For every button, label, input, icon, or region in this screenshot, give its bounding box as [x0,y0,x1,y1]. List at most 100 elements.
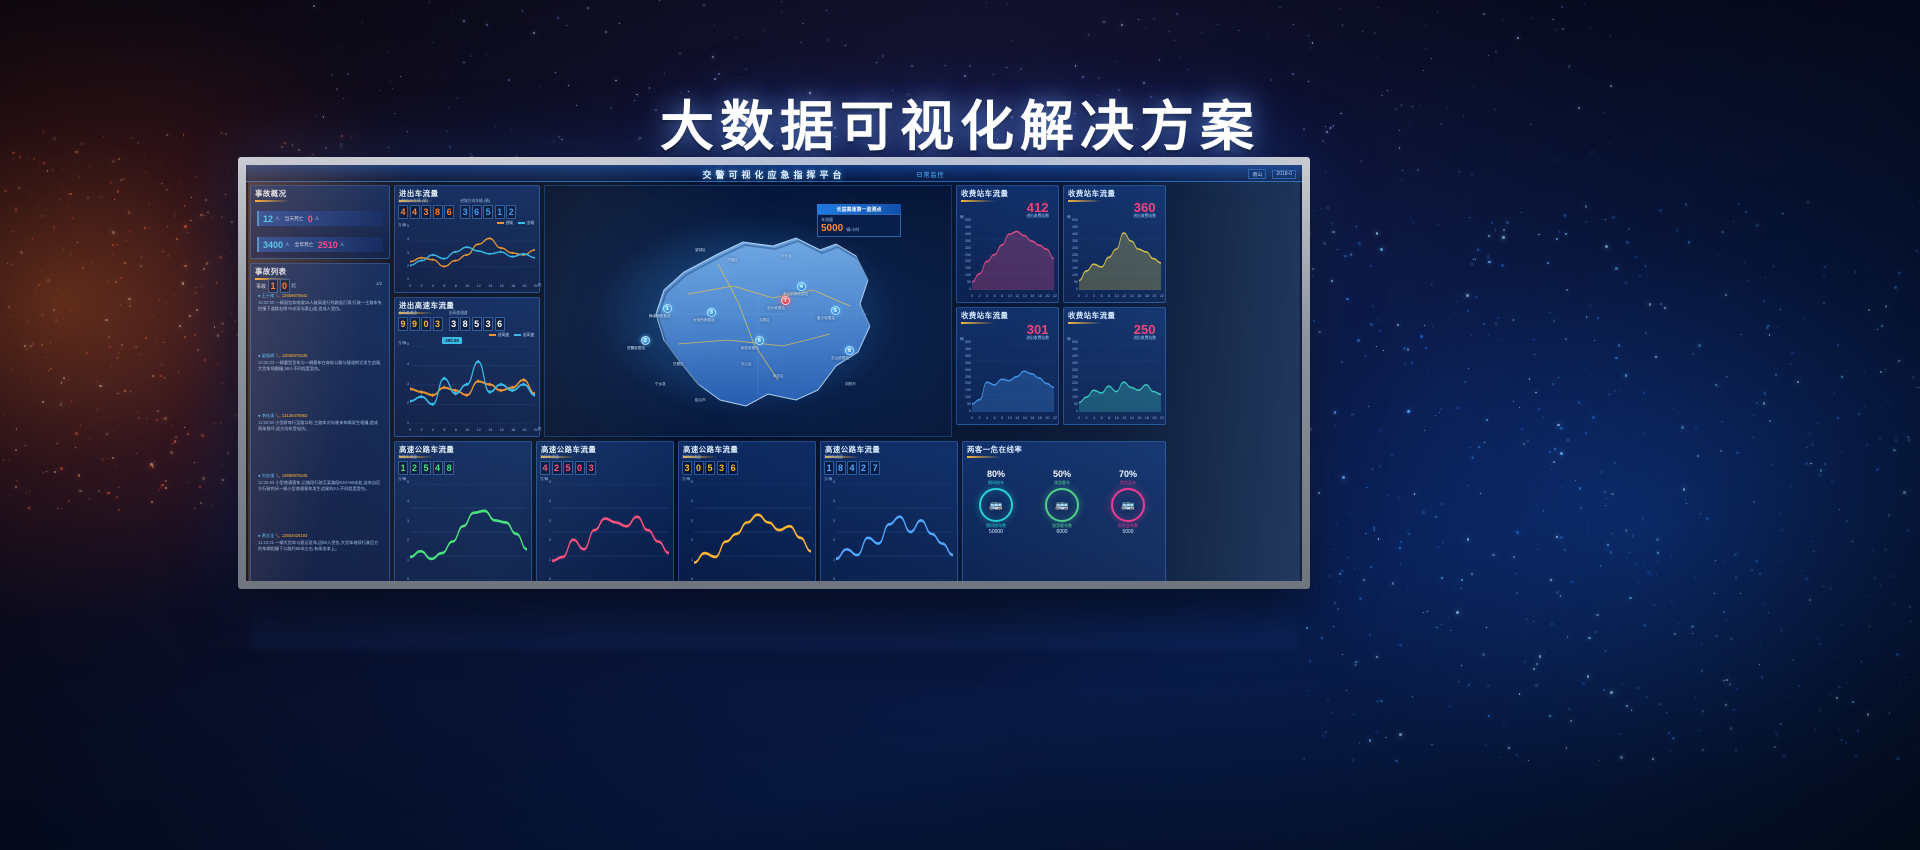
reporter-name: ● 李桂清 [258,413,274,418]
map-poi-5[interactable]: 5 [831,306,840,315]
y-tick: 100 [965,396,971,400]
counter-digit: 3 [586,461,596,475]
counter-digit: 4 [540,461,550,475]
list-pager[interactable]: 1/2 [376,281,382,286]
y-tick: 5 [407,481,409,485]
list-item-body: 15:02:50 一辆面包车南驶15人被高速行到路面打滑,行驶一主路车失控撞下道… [258,300,382,312]
panel-body: 实时车流量 42503 万/辆 012345 02468101214161820… [540,455,670,581]
accident-stat-row: 12 人 当天死亡 0 人 [257,211,383,226]
list-item[interactable]: ● 黄志全 📞 13553426193 11:10:21 一辆大货车与客运班车,… [258,533,382,552]
list-item[interactable]: ● 梁振辉 📞 13046875236 14:25:23 一辆重型货车与一辆客车… [258,353,382,372]
y-tick: 2 [833,539,835,543]
list-item[interactable]: ● 王十南 📞 12659675542 15:02:50 一辆面包车南驶15人被… [258,293,382,312]
incident-text: 一辆大货车与客运班车,因50人受伤,大货车继续行驶后方的车辆相撞下公路约60米左… [258,540,378,551]
list-item[interactable]: ● 李桂清 📞 13126478963 11:50:50 小型轿车行至路口时,主… [258,413,382,432]
counter-label: 出高速通道 [449,311,505,316]
y-tick: 4 [833,500,835,504]
x-tick: 12 [1015,416,1019,420]
x-tick: 22 [1160,294,1164,298]
chart-plot [694,484,811,580]
big-value: 412 [1026,201,1049,214]
particle-field-right [1300,200,1920,760]
header-chip[interactable]: 2018-0 [1272,170,1296,179]
reporter-name: ● 王十南 [258,293,274,298]
gauge-bus: 80% 期间校车 🚌 期间校车数 50000 [974,469,1018,535]
header-status: 南山 2018-0 [1248,169,1296,179]
x-tick: 16 [1137,416,1141,420]
counter-digits: 18427 [824,461,954,475]
x-tick: 12 [477,284,481,288]
x-tick: 14 [1130,294,1134,298]
y-tick: 250 [1072,376,1078,380]
y-tick: 0 [691,578,693,581]
map-poi-4[interactable]: 4 [797,282,806,291]
tooltip-body: 车流量 5000 辆/小时 [817,214,901,237]
map-poi-7[interactable]: 7 [781,296,790,305]
gauge-value: 6000 [1040,529,1084,535]
big-value-label: 进出收费站数 [1026,336,1049,341]
reporter-phone: 13690875245 [282,473,308,478]
panel-online-rate: 两客一危在线率 80% 期间校车 🚌 期间校车数 50000 50% 旅游客车 … [962,441,1166,581]
header-chip[interactable]: 南山 [1248,169,1266,179]
map-poi-3[interactable]: 3 [707,308,716,317]
list-item[interactable]: ● 刘志强 📞 13690875245 12:25:50 小型普通客车,沿路段行… [258,473,382,492]
dashboard-header: 交警可视化应急指挥平台 日常监控 南山 2018-0 [246,165,1302,182]
counter-digit: 8 [460,317,470,331]
map-poi-2[interactable]: 2 [641,336,650,345]
y-tick: 350 [965,362,971,366]
counter-label: 出城方向车辆 (辆) [398,199,454,204]
phone-icon: 📞 [275,413,280,418]
x-tick: 2 [420,428,422,432]
y-axis: 0 50 100 150 200 250 300 350 400 450 500 [960,343,972,412]
panel-title: 高速公路车流量 [825,444,880,455]
x-tick: 2 [1086,294,1088,298]
x-tick: 12 [1015,294,1019,298]
x-tick: 2 [979,294,981,298]
y-tick: 450 [965,226,971,230]
big-value: 301 [1026,323,1049,336]
bus-icon: 🚌 [979,488,1013,522]
accident-count-digits: 10 [268,279,290,293]
list-item-head: ● 王十南 📞 12659675542 [258,293,382,299]
y-tick: 400 [1072,355,1078,359]
x-tick: 18 [1038,294,1042,298]
x-tick: 4 [1093,416,1095,420]
reporter-phone: 13046875236 [282,353,308,358]
panel-accident-list: 事故列表 事故 10 起 1/2 ● 王十南 📞 12659675542 15:… [250,263,390,581]
list-item-head: ● 刘志强 📞 13690875245 [258,473,382,479]
y-tick: 1 [833,559,835,563]
gauge-caption: 期间校车 [974,480,1018,486]
counter-label: 进高速通道 [398,311,443,316]
gauge-value: 50000 [974,529,1018,535]
counter-digit: 1 [268,279,278,293]
counter-digit: 3 [460,205,470,219]
list-item-head: ● 李桂清 📞 13126478963 [258,413,382,419]
map-poi-8[interactable]: 8 [845,346,854,355]
x-axis-unit: 时 [538,283,542,288]
y-axis-label: 万/辆 [824,477,832,482]
y-tick: 350 [1072,362,1078,366]
stat-label: 全年死亡 [295,241,314,248]
map-poi-label: 文山收费站 [831,356,849,361]
incident-time: 15:02:50 [258,300,274,305]
legend-entry: 出高速 [514,333,534,338]
counter-digit: 3 [433,317,443,331]
counter-digit: 6 [472,205,482,219]
tab-daily-monitor[interactable]: 日常监控 [917,170,945,179]
x-tick: 4 [432,428,434,432]
phone-icon: 📞 [275,353,280,358]
x-tick: 14 [1023,294,1027,298]
y-tick: 450 [965,348,971,352]
chart-plot [972,344,1054,412]
x-tick: 16 [500,428,504,432]
map-poi-1[interactable]: 1 [663,304,672,313]
panel-highway-flow-4: 高速公路车流量 实时车流量 18427 万/辆 012345 024681012… [820,441,958,581]
y-tick: 1 [407,278,409,282]
panel-body: 301 进出收费站数 辆 0 50 100 150 200 250 300 350 400 450… [960,321,1055,421]
panel-body: 250 进出收费站数 辆 0 50 100 150 200 250 300 350 400 450… [1067,321,1162,421]
y-axis: 12345 [398,345,410,424]
y-axis: 0 50 100 150 200 250 300 350 400 450 500 [1067,343,1079,412]
x-tick: 10 [465,284,469,288]
panel-title: 进出高速车流量 [399,300,454,311]
map-poi-6[interactable]: 6 [755,336,764,345]
